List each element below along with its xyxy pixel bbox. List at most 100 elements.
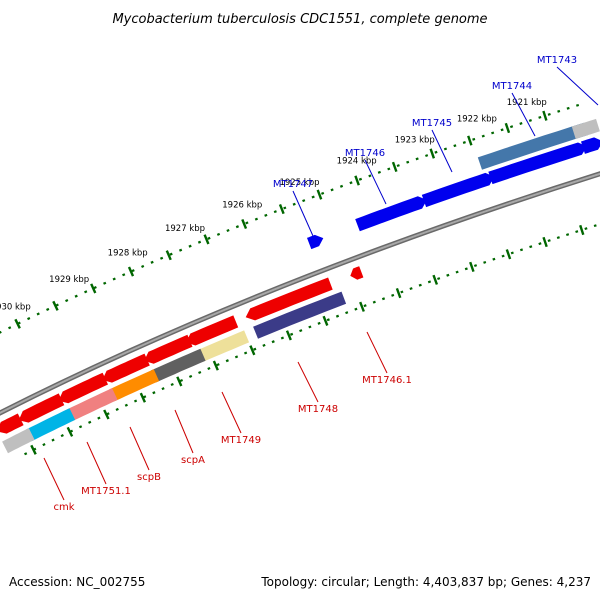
inner-scale-major-tick — [395, 287, 402, 299]
gene-label-mt1747[interactable]: MT1747 — [273, 179, 313, 190]
inner-scale-dot — [280, 336, 285, 340]
inner-scale-dot — [317, 321, 321, 325]
outer-scale-major-tick — [90, 283, 97, 294]
tick-label-1921-kbp: 1921 kbp — [507, 98, 547, 108]
outer-scale-dot — [311, 195, 315, 199]
outer-scale-dot — [112, 277, 116, 281]
leader-line-mt1748 — [297, 361, 319, 403]
outer-scale-dot — [358, 177, 363, 181]
outer-scale-dot — [387, 167, 391, 171]
inner-scale-dot — [243, 351, 248, 355]
outer-scale-dot — [93, 286, 97, 290]
outer-scale-dot — [46, 307, 50, 311]
outer-scale-major-tick — [241, 218, 248, 230]
outer-scale-dot — [273, 210, 277, 214]
gene-mt1747[interactable] — [307, 234, 324, 250]
outer-scale-dot — [566, 106, 570, 110]
outer-scale-dot — [150, 260, 154, 264]
leader-line-cmk — [43, 457, 65, 501]
inner-scale-dot — [271, 340, 275, 344]
leader-line-mt1744 — [511, 92, 536, 137]
inner-scale-dot — [179, 378, 184, 383]
inner-scale-dot — [584, 227, 588, 231]
outer-scale-dot — [302, 199, 306, 203]
gene-tracks — [0, 137, 600, 434]
tick-label-1928-kbp: 1928 kbp — [108, 249, 148, 259]
gene-mt1748[interactable] — [245, 277, 333, 321]
outer-scale-dot — [368, 174, 372, 178]
outer-scale-dot — [283, 206, 287, 210]
gene-label-mt1744[interactable]: MT1744 — [492, 81, 532, 92]
inner-scale-dot — [225, 359, 229, 363]
gene-scpa[interactable] — [144, 334, 193, 364]
outer-scale-dot — [245, 221, 249, 225]
gene-label-mt1746[interactable]: MT1746 — [345, 148, 385, 159]
inner-scale-dot — [547, 239, 551, 243]
gene-mt1746-1[interactable] — [350, 266, 364, 280]
gene-label-mt1749[interactable]: MT1749 — [221, 435, 261, 446]
gene-label-scpb[interactable]: scpB — [137, 472, 161, 483]
inner-scale-dot — [345, 311, 349, 315]
inner-scale-dot — [88, 420, 92, 424]
inner-scale-dot — [538, 242, 542, 246]
inner-scale-major-tick — [579, 224, 585, 236]
leader-line-mt1749 — [221, 391, 242, 434]
gene-label-mt1748[interactable]: MT1748 — [298, 404, 338, 415]
gene-cmk[interactable] — [18, 393, 65, 423]
inner-scale-dot — [593, 224, 597, 228]
cog-band-reverse — [150, 348, 206, 383]
tick-label-1930-kbp: 1930 kbp — [0, 302, 31, 312]
outer-scale-dot — [103, 281, 107, 285]
outer-scale-major-tick — [504, 122, 511, 134]
gene-label-cmk[interactable]: cmk — [53, 502, 74, 513]
outer-scale-major-tick — [52, 300, 59, 311]
outer-scale-major-tick — [429, 148, 436, 159]
gene-mt1746[interactable] — [355, 196, 427, 232]
outer-scale-dot — [197, 240, 202, 244]
inner-scale-dot — [464, 267, 468, 271]
gene-label-mt1743[interactable]: MT1743 — [537, 55, 577, 66]
outer-scale-dot — [122, 273, 126, 277]
outer-scale-major-tick — [165, 250, 172, 261]
gene-mt1743[interactable] — [581, 137, 600, 154]
inner-scale-dot — [455, 270, 459, 274]
outer-scale-major-tick — [316, 189, 323, 200]
inner-scale-dot — [446, 273, 450, 277]
gene-mt1745[interactable] — [421, 172, 495, 208]
leader-line-mt1751-1 — [86, 441, 107, 485]
outer-scale-dot — [528, 119, 532, 122]
outer-scale-dot — [264, 213, 268, 217]
gene-mt1749[interactable] — [186, 315, 239, 346]
inner-scale-major-tick — [212, 360, 219, 371]
inner-scale-dot — [133, 399, 138, 403]
outer-scale-dot — [519, 122, 523, 125]
gene-label-mt1746-1[interactable]: MT1746.1 — [362, 375, 412, 386]
gene-mt1744[interactable] — [488, 142, 587, 185]
inner-scale-dot — [501, 254, 505, 258]
gene-label-mt1751-1[interactable]: MT1751.1 — [81, 486, 131, 497]
leader-line-scpb — [129, 426, 150, 471]
gene-mt1751-1[interactable] — [58, 372, 109, 404]
gene-scpb[interactable] — [102, 353, 150, 383]
gene-label-scpa[interactable]: scpA — [181, 455, 205, 466]
outer-scale-dot — [36, 312, 40, 316]
leader-line-mt1747 — [292, 190, 314, 237]
outer-scale-dot — [472, 137, 476, 141]
inner-scale-dot — [483, 260, 487, 264]
gene-partial-left[interactable] — [0, 413, 24, 434]
outer-scale-dot — [216, 232, 221, 236]
map-title: Mycobacterium tuberculosis CDC1551, comp… — [112, 12, 487, 27]
outer-scale-dot — [443, 147, 448, 151]
inner-scale-dot — [207, 366, 211, 371]
gene-label-mt1745[interactable]: MT1745 — [412, 118, 452, 129]
inner-scale-dot — [97, 416, 101, 420]
leader-line-mt1743 — [556, 66, 599, 106]
inner-scale-dot — [492, 257, 496, 261]
outer-scale-dot — [500, 128, 504, 132]
inner-scale-dot — [391, 293, 395, 297]
inner-scale-dot — [575, 230, 579, 234]
outer-scale-dot — [462, 141, 466, 144]
inner-scale-dot — [335, 314, 340, 318]
outer-scale-dot — [207, 236, 211, 240]
genome-backbone — [0, 171, 600, 416]
